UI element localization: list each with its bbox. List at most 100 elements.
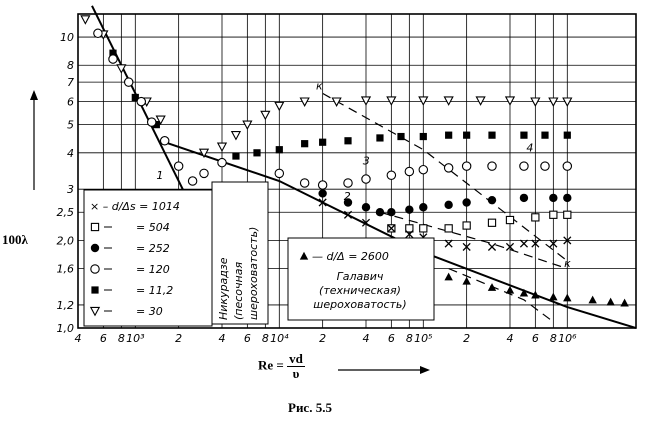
data-point-triangle-down-open: [504, 96, 516, 106]
data-point-circle-open: [443, 163, 454, 173]
data-point-circle-filled: [419, 203, 428, 212]
galavich-legend-item: [299, 251, 309, 260]
data-point-triangle-up-filled: [563, 293, 572, 302]
data-point-circle-filled: [405, 205, 414, 214]
data-point-triangle-up-filled: [462, 276, 471, 285]
data-point-triangle-up-filled: [549, 292, 558, 301]
data-point-triangle-down-open: [116, 64, 127, 74]
data-point-square-filled: [109, 49, 117, 57]
legend-box: [83, 189, 213, 327]
legend-item: [90, 264, 112, 274]
data-point-circle-open: [173, 161, 184, 171]
x-tick-label: 4: [218, 332, 225, 345]
data-point-circle-open: [123, 77, 134, 87]
data-point-triangle-down-open: [418, 96, 429, 106]
data-point-x: [462, 242, 471, 251]
x-axis-arrowhead: [420, 366, 430, 374]
x-axis-label-numerator: vd: [287, 351, 305, 367]
data-point-x: [444, 239, 453, 248]
data-point-square-open: [462, 221, 471, 230]
data-point-triangle-down-open: [274, 101, 285, 112]
data-point-triangle-down-open: [198, 148, 210, 159]
data-point-circle-open: [361, 174, 371, 184]
data-point-triangle-up-filled: [444, 272, 453, 281]
data-point-triangle-down-open: [80, 15, 91, 25]
data-point-circle-open: [108, 54, 118, 64]
data-point-triangle-down-open: [260, 110, 271, 121]
data-point-triangle-up-filled: [519, 288, 529, 297]
plot-frame: [77, 13, 637, 329]
x-tick-label: 10³: [126, 332, 145, 345]
data-point-circle-open: [93, 28, 103, 39]
legend-marker: [90, 243, 100, 253]
data-point-circle-filled: [444, 200, 453, 210]
data-point-triangle-down-open: [386, 96, 397, 106]
data-point-square-filled: [344, 137, 352, 145]
data-point-triangle-down-open: [530, 97, 541, 107]
data-point-circle-open: [274, 168, 285, 179]
annotation-galavich-line: (техническая): [319, 284, 401, 297]
y-tick-label: 10: [60, 31, 74, 44]
legend-marker: [90, 222, 100, 232]
data-point-x: [505, 242, 515, 251]
data-point-circle-filled: [361, 203, 371, 212]
data-point-square-filled: [376, 134, 384, 142]
data-point-circle-open: [136, 96, 147, 107]
x-axis-label-fraction: vd υ: [287, 352, 305, 381]
data-point-square-open: [531, 213, 540, 222]
data-point-circle-open: [461, 161, 472, 171]
x-tick-label: 4: [506, 332, 513, 345]
x-tick-label: 8: [550, 332, 557, 345]
curve-label-2: 2: [344, 190, 351, 203]
data-point-x: [519, 239, 529, 248]
x-tick-label: 8: [262, 332, 269, 345]
data-point-circle-open: [299, 178, 310, 188]
y-tick-label: 8: [67, 59, 74, 72]
data-point-circle-open: [404, 166, 415, 177]
data-point-square-open: [563, 210, 572, 219]
legend-label: = 120: [136, 263, 170, 276]
data-point-square-filled: [319, 138, 327, 146]
data-point-circle-open: [343, 178, 353, 188]
y-tick-label: 3: [67, 183, 74, 196]
data-point-triangle-up-filled: [620, 298, 629, 307]
y-tick-label: 6: [67, 96, 74, 109]
curve-k-lower: [379, 211, 568, 270]
annotation-nikuradze-line: шероховатость): [247, 227, 260, 320]
data-point-square-filled: [445, 131, 453, 139]
x-tick-label: 6: [244, 332, 251, 345]
x-tick-label: 4: [75, 332, 82, 345]
data-point-circle-open: [418, 164, 429, 175]
y-tick-label: 1,2: [57, 299, 75, 312]
legend-label: = 11,2: [136, 284, 173, 297]
x-tick-label: 2: [463, 332, 470, 345]
data-point-circle-open: [519, 161, 529, 171]
data-point-square-filled: [131, 93, 139, 102]
data-point-square-filled: [520, 131, 528, 139]
data-point-square-open: [419, 224, 428, 233]
data-point-circle-open: [159, 136, 170, 146]
data-point-triangle-down-open: [155, 115, 166, 126]
legend-label: × – d/Δs = 1014: [90, 200, 180, 213]
legend-item: [90, 222, 112, 232]
legend-label: = 252: [136, 242, 170, 255]
data-point-square-open: [549, 210, 558, 219]
data-point-triangle-down-open: [360, 96, 372, 106]
data-point-circle-open: [386, 170, 397, 180]
data-point-triangle-down-open: [562, 97, 573, 107]
annotation-nikuradze-box: [211, 181, 269, 325]
x-axis-label-prefix: Re =: [258, 357, 284, 373]
data-point-x: [318, 198, 327, 207]
data-point-circle-filled: [375, 208, 385, 217]
annotation-nikuradze-line: Никурадзе: [217, 257, 230, 320]
data-point-x: [549, 239, 558, 248]
y-tick-label: 2,0: [57, 234, 75, 247]
data-point-triangle-up-filled: [588, 295, 597, 304]
data-point-triangle-down-open: [230, 131, 242, 141]
legend-item: [90, 243, 112, 253]
data-point-square-filled: [301, 140, 309, 148]
data-point-triangle-up-filled: [487, 283, 497, 291]
x-tick-label: 2: [175, 332, 182, 345]
y-axis-label: 100λ: [2, 232, 28, 247]
